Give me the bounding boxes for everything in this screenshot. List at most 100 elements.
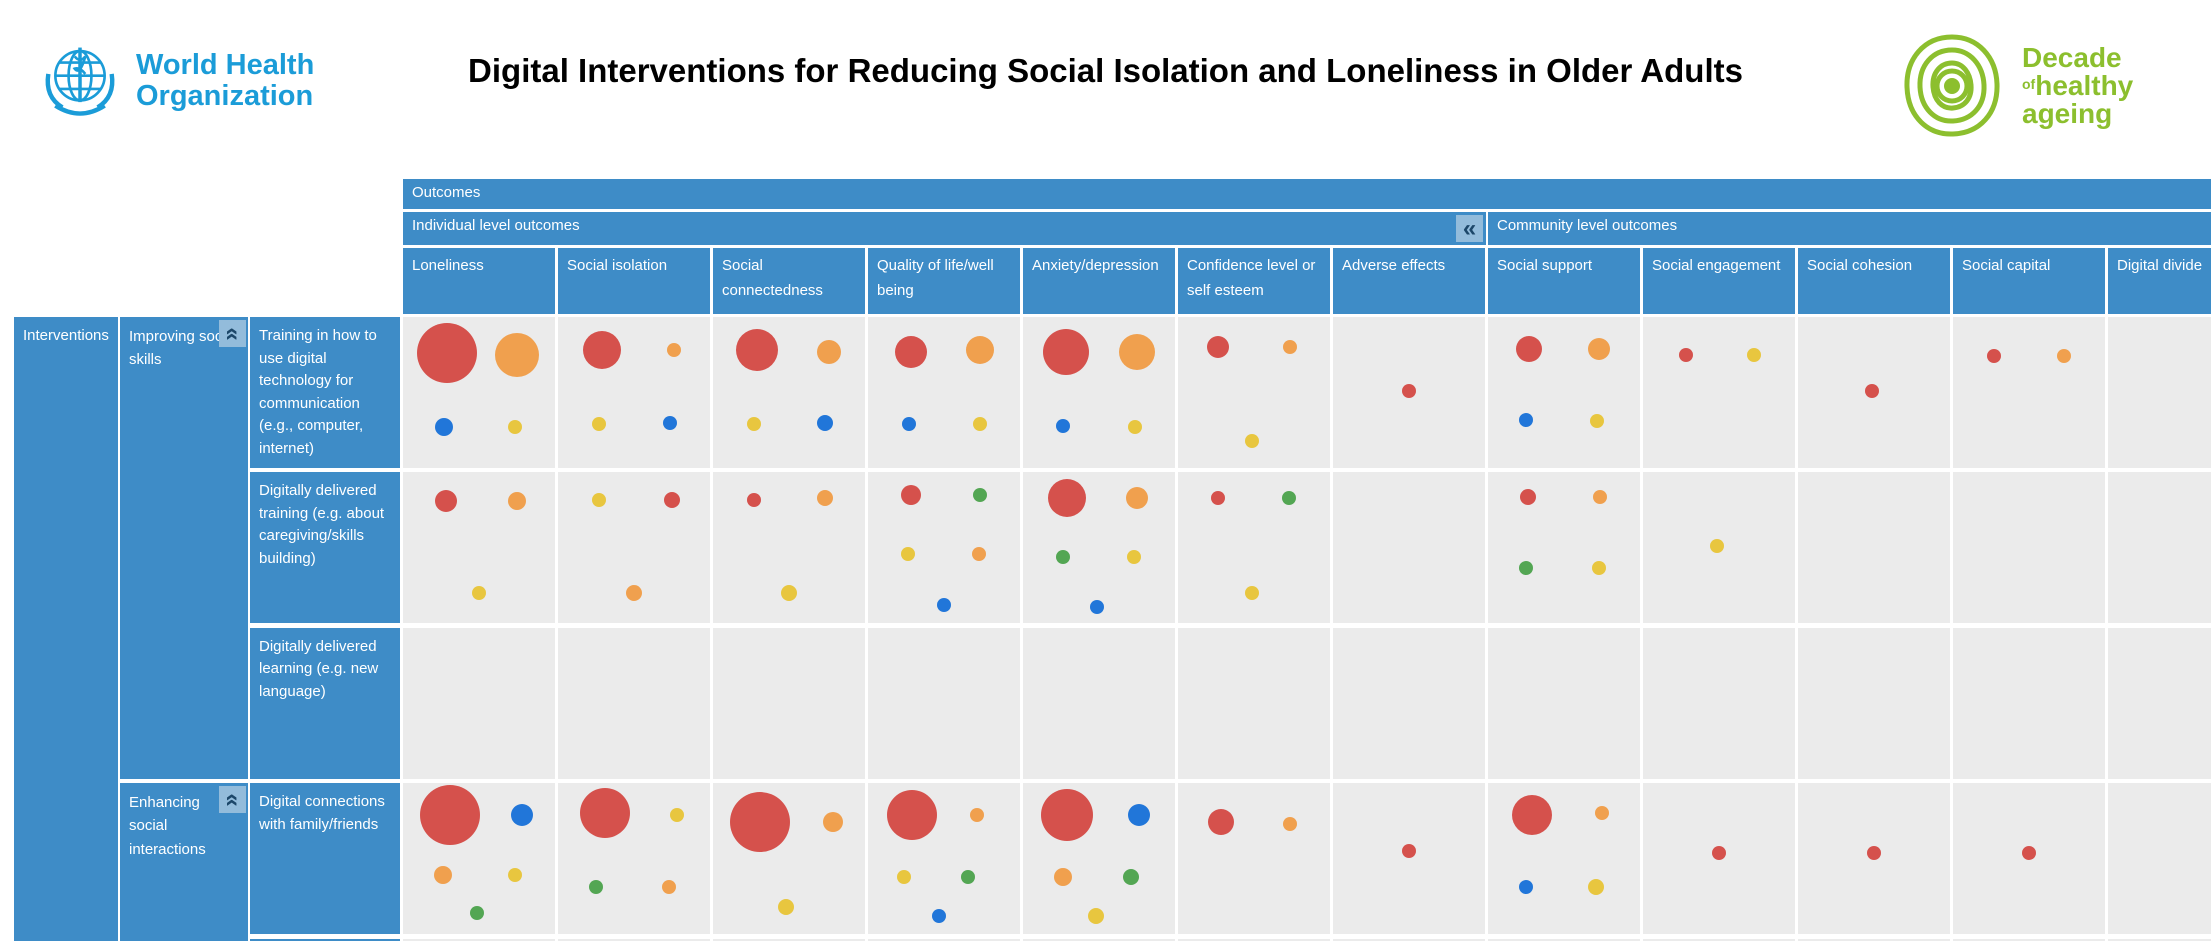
bubble-orange[interactable] <box>1053 867 1072 886</box>
bubble-red[interactable] <box>664 491 680 508</box>
bubble-red[interactable] <box>1048 479 1087 518</box>
bubble-orange[interactable] <box>971 546 986 561</box>
bubble-yellow[interactable] <box>781 585 797 602</box>
bubble-green[interactable] <box>1122 868 1139 885</box>
bubble-blue[interactable] <box>1090 599 1105 614</box>
bubble-orange[interactable] <box>966 336 995 365</box>
bubble-yellow[interactable] <box>1591 560 1606 575</box>
bubble-orange[interactable] <box>1126 487 1148 510</box>
bubble-green[interactable] <box>1281 491 1296 506</box>
bubble-yellow[interactable] <box>897 869 912 884</box>
bubble-red[interactable] <box>1867 845 1881 860</box>
bubble-green[interactable] <box>973 488 988 503</box>
bubble-red[interactable] <box>420 784 481 845</box>
bubble-orange[interactable] <box>1595 806 1609 821</box>
bubble-orange[interactable] <box>508 492 526 511</box>
bubble-red[interactable] <box>736 329 779 372</box>
bubble-blue[interactable] <box>932 909 947 924</box>
bubble-yellow[interactable] <box>1245 586 1260 601</box>
bubble-red[interactable] <box>580 788 631 839</box>
bubble-yellow[interactable] <box>747 417 762 432</box>
bubble-orange[interactable] <box>823 812 844 833</box>
bubble-orange[interactable] <box>1283 816 1298 831</box>
cell-r3-c2 <box>713 783 865 935</box>
who-emblem-icon <box>45 47 115 116</box>
bubble-red[interactable] <box>887 789 938 840</box>
bubble-red[interactable] <box>900 485 921 506</box>
bubble-blue[interactable] <box>937 598 951 613</box>
bubble-red[interactable] <box>1512 794 1553 835</box>
bubble-orange[interactable] <box>1587 337 1610 360</box>
bubble-yellow[interactable] <box>1087 908 1104 925</box>
collapse-columns-button[interactable]: « <box>1456 215 1483 242</box>
bubble-red[interactable] <box>583 331 622 370</box>
bubble-orange[interactable] <box>1283 340 1298 355</box>
bubble-blue[interactable] <box>435 418 454 437</box>
bubble-green[interactable] <box>589 880 603 895</box>
cell-r1-c1 <box>558 472 710 624</box>
bubble-yellow[interactable] <box>508 420 523 435</box>
bubble-orange[interactable] <box>626 585 642 602</box>
bubble-yellow[interactable] <box>1245 433 1260 448</box>
bubble-blue[interactable] <box>510 803 533 826</box>
bubble-orange[interactable] <box>666 343 681 358</box>
bubble-blue[interactable] <box>663 415 678 430</box>
bubble-orange[interactable] <box>817 490 834 507</box>
bubble-blue[interactable] <box>1055 418 1070 433</box>
bubble-orange[interactable] <box>661 880 676 895</box>
bubble-yellow[interactable] <box>1587 879 1604 896</box>
bubble-yellow[interactable] <box>900 546 915 561</box>
bubble-yellow[interactable] <box>1128 420 1143 435</box>
bubble-yellow[interactable] <box>592 492 607 507</box>
bubble-orange[interactable] <box>495 332 539 377</box>
bubble-green[interactable] <box>1519 560 1533 575</box>
bubble-red[interactable] <box>1712 845 1726 860</box>
chevron-double-left-icon: « <box>1462 214 1477 242</box>
bubble-red[interactable] <box>1210 491 1225 506</box>
bubble-yellow[interactable] <box>508 868 523 883</box>
bubble-yellow[interactable] <box>777 899 794 915</box>
bubble-red[interactable] <box>1402 844 1416 859</box>
bubble-blue[interactable] <box>1519 880 1533 895</box>
bubble-orange[interactable] <box>970 807 985 822</box>
bubble-orange[interactable] <box>2056 349 2071 364</box>
bubble-red[interactable] <box>1402 383 1416 398</box>
bubble-yellow[interactable] <box>472 586 486 601</box>
collapse-group-enhancing-button[interactable]: « <box>219 786 246 813</box>
bubble-blue[interactable] <box>902 417 917 432</box>
collapse-group-improving-button[interactable]: « <box>219 320 246 347</box>
bubble-orange[interactable] <box>1593 489 1608 504</box>
bubble-red[interactable] <box>1207 809 1234 836</box>
bubble-red[interactable] <box>1516 335 1543 362</box>
bubble-red[interactable] <box>894 335 927 368</box>
bubble-red[interactable] <box>1865 383 1880 398</box>
bubble-green[interactable] <box>470 906 485 921</box>
bubble-red[interactable] <box>1042 328 1089 375</box>
bubble-orange[interactable] <box>816 339 841 364</box>
bubble-yellow[interactable] <box>1746 347 1761 362</box>
bubble-red[interactable] <box>730 792 791 853</box>
bubble-yellow[interactable] <box>1590 414 1605 429</box>
bubble-orange[interactable] <box>433 866 452 885</box>
bubble-yellow[interactable] <box>592 417 607 432</box>
bubble-yellow[interactable] <box>1126 549 1141 564</box>
bubble-red[interactable] <box>1987 349 2002 364</box>
bubble-blue[interactable] <box>1127 803 1150 826</box>
bubble-red[interactable] <box>1041 788 1094 841</box>
bubble-red[interactable] <box>434 490 457 513</box>
bubble-red[interactable] <box>1206 336 1229 359</box>
bubble-blue[interactable] <box>1519 412 1533 427</box>
bubble-red[interactable] <box>1678 347 1693 362</box>
bubble-green[interactable] <box>1055 549 1070 564</box>
bubble-yellow[interactable] <box>1710 539 1725 554</box>
bubble-yellow[interactable] <box>973 417 988 432</box>
bubble-red[interactable] <box>417 323 478 384</box>
bubble-red[interactable] <box>747 492 762 507</box>
bubble-orange[interactable] <box>1119 333 1155 370</box>
bubble-red[interactable] <box>1519 488 1536 505</box>
bubble-yellow[interactable] <box>669 807 684 822</box>
bubble-green[interactable] <box>961 869 976 884</box>
bubble-blue[interactable] <box>817 414 834 431</box>
bubble-red[interactable] <box>2022 845 2036 860</box>
interventions-header: Interventions <box>14 317 118 941</box>
